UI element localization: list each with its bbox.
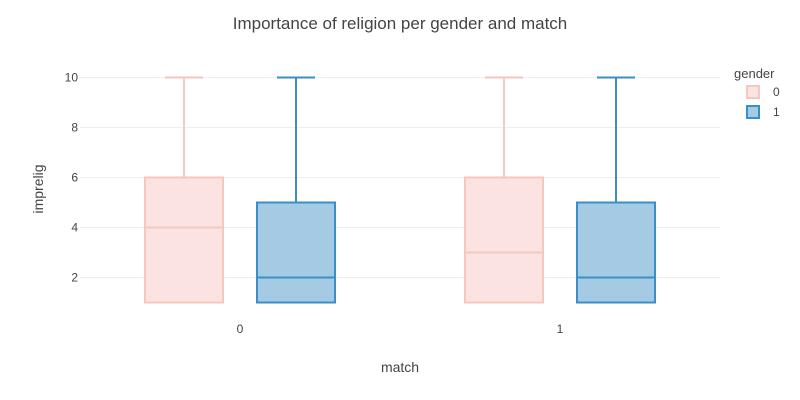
y-axis-title: imprelig xyxy=(30,164,46,213)
legend-swatch[interactable] xyxy=(746,105,760,119)
box-body xyxy=(144,176,224,304)
x-tick-label: 1 xyxy=(557,322,564,336)
chart-title: Importance of religion per gender and ma… xyxy=(233,14,568,33)
box-0-1 xyxy=(464,76,544,304)
box-body xyxy=(464,176,544,304)
y-tick-label: 4 xyxy=(71,221,78,235)
box-body xyxy=(256,201,336,304)
legend-label[interactable]: 0 xyxy=(773,85,780,99)
box-body xyxy=(576,201,656,304)
y-tick-label: 2 xyxy=(71,271,78,285)
y-axis: 2 4 6 8 10 xyxy=(65,71,79,285)
y-tick-label: 6 xyxy=(71,171,78,185)
plot-area xyxy=(144,76,656,304)
x-tick-label: 0 xyxy=(237,322,244,336)
legend-swatch[interactable] xyxy=(746,85,760,99)
legend-label[interactable]: 1 xyxy=(773,105,780,119)
legend-title: gender xyxy=(734,66,775,81)
legend: gender 0 1 xyxy=(734,66,780,119)
box-0-0 xyxy=(144,76,224,304)
box-1-0 xyxy=(256,76,336,304)
x-axis-title: match xyxy=(381,359,419,375)
y-tick-label: 10 xyxy=(65,71,79,85)
y-tick-label: 8 xyxy=(71,121,78,135)
box-1-1 xyxy=(576,76,656,304)
